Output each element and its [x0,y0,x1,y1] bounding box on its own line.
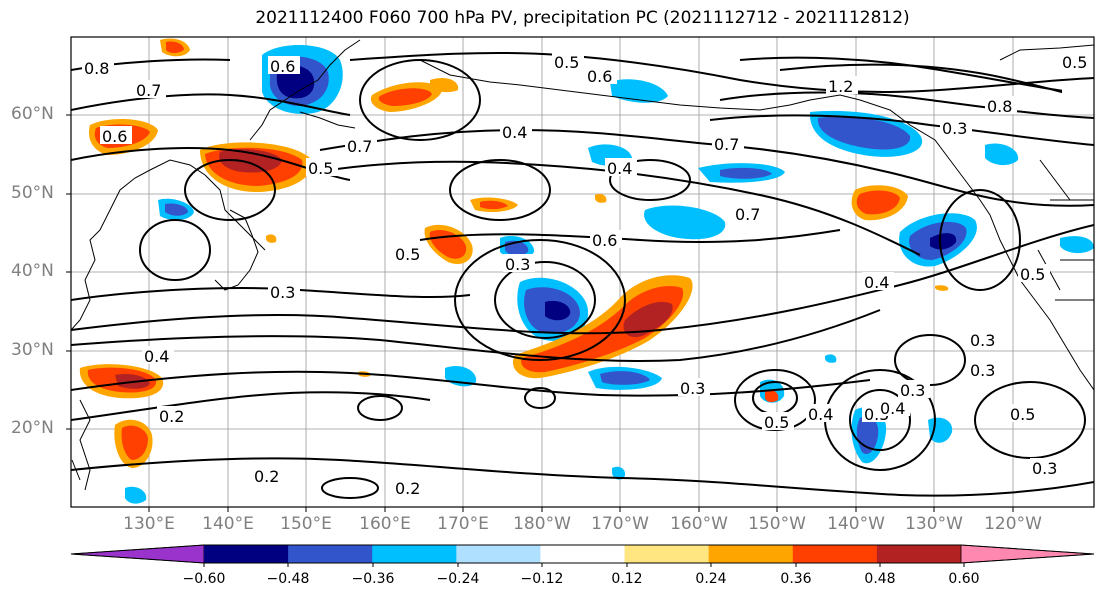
lat-label: 30°N [11,340,54,360]
contour-label: 0.2 [254,467,279,486]
precip-negative-anomalies [125,44,1094,504]
lon-label: 150°W [748,514,806,534]
gridlines [71,37,1094,507]
lat-label: 20°N [11,418,54,438]
colorbar-label: −0.36 [351,571,395,587]
contour-label: 0.5 [1062,53,1087,72]
contour-label: 0.4 [808,405,833,424]
colorbar-label: 0.24 [695,571,727,587]
lon-label: 120°W [984,514,1042,534]
contour-label: 0.5 [764,413,789,432]
contour-label: 0.5 [1010,405,1035,424]
lon-label: 170°W [591,514,649,534]
contour-label: 0.3 [970,331,995,350]
contour-label: 0.3 [942,119,967,138]
colorbar-label: −0.24 [436,571,480,587]
colorbar-label: −0.12 [520,571,564,587]
contour-label: 0.4 [144,347,169,366]
contour-label: 0.4 [607,159,632,178]
coastlines [71,39,1094,491]
lon-label: 160°E [359,514,411,534]
contour-label: 1.2 [828,77,853,96]
contour-label: 0.5 [395,245,420,264]
colorbar-label: 0.36 [780,571,812,587]
contour-label: 0.6 [587,67,612,86]
lon-label: 150°E [280,514,332,534]
contour-label: 0.2 [395,479,420,498]
lon-label: 140°E [202,514,254,534]
contour-label: 0.4 [880,399,905,418]
contour-label: 0.7 [735,205,760,224]
lat-label: 50°N [11,183,54,203]
lon-label: 160°W [670,514,728,534]
colorbar-label: −0.48 [266,571,310,587]
lat-label: 60°N [11,104,54,124]
contour-label: 0.3 [505,255,530,274]
contour-labels: 0.8 0.7 0.6 0.6 0.5 0.6 0.5 0.4 0.7 0.5 … [82,52,1094,498]
contour-label: 0.5 [554,53,579,72]
contour-label: 0.3 [970,361,995,380]
lon-label: 170°E [437,514,489,534]
contour-label: 0.3 [270,283,295,302]
contour-label: 0.2 [159,407,184,426]
colorbar-label: 0.60 [948,571,980,587]
lon-label: 180°W [513,514,571,534]
contour-label: 0.7 [347,137,372,156]
contour-label: 0.7 [136,81,161,100]
axis-ticks [66,114,1014,512]
lat-label: 40°N [11,261,54,281]
lon-label: 130°W [905,514,963,534]
contour-label: 0.8 [84,59,109,78]
contour-label: 0.4 [502,123,527,142]
contour-label: 0.3 [1032,459,1057,478]
contour-label: 0.5 [308,159,333,178]
contour-label: 0.7 [714,135,739,154]
contour-label: 0.3 [900,381,925,400]
lon-label: 130°E [123,514,175,534]
contour-label: 0.4 [864,273,889,292]
contour-label: 0.3 [680,379,705,398]
contour-label: 0.6 [592,231,617,250]
contour-label: 0.6 [102,127,127,146]
lon-label: 140°W [827,514,885,534]
contour-label: 0.5 [1020,265,1045,284]
map-title: 2021112400 F060 700 hPa PV, precipitatio… [255,8,910,28]
contour-label: 0.8 [987,97,1012,116]
colorbar-label: 0.12 [611,571,643,587]
colorbar-label: 0.48 [864,571,896,587]
contour-label: 0.6 [270,57,295,76]
colorbar-label: −0.60 [182,571,226,587]
